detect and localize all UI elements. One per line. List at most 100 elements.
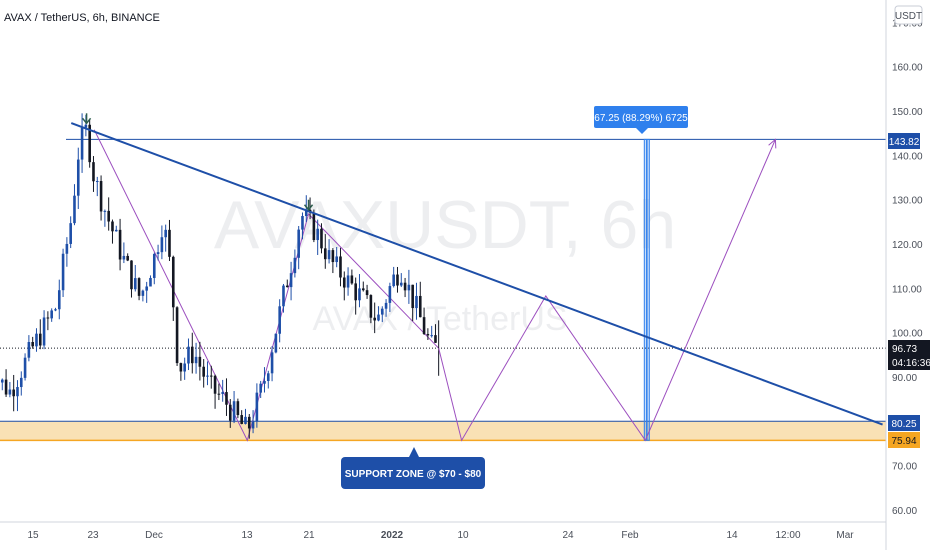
candle-body	[331, 250, 335, 263]
candle-body	[232, 401, 236, 421]
candle-body	[403, 282, 407, 291]
measure-label-text: 67.25 (88.29%) 6725	[594, 113, 688, 124]
candle-body	[61, 253, 65, 291]
price-tick-label: 120.00	[892, 240, 923, 251]
last-price-tag: 96.73 04:16:36	[888, 340, 931, 370]
candle-body	[236, 401, 240, 416]
time-tick-label: 21	[303, 530, 315, 541]
support-zone-callout[interactable]: SUPPORT ZONE @ $70 - $80	[341, 447, 485, 489]
candle-body	[240, 415, 243, 424]
candle-body	[247, 416, 251, 429]
candle-body	[285, 285, 289, 288]
time-tick-label: Mar	[836, 530, 854, 541]
time-tick-label: 15	[27, 530, 39, 541]
candle-body	[35, 333, 38, 347]
candle-body	[92, 162, 95, 182]
candle-body	[175, 307, 179, 364]
candle-body	[278, 306, 281, 334]
candle-body	[46, 317, 50, 319]
candle-body	[316, 228, 319, 241]
candle-body	[145, 286, 148, 291]
candle-body	[73, 195, 76, 224]
candle-body	[350, 275, 354, 284]
candle-body	[255, 392, 259, 422]
candle-body	[312, 212, 316, 241]
candle-body	[194, 356, 198, 364]
price-tick-label: 140.00	[892, 151, 923, 162]
target-price-tag: 143.82	[888, 133, 920, 149]
candle-body	[27, 342, 31, 358]
zone-bottom-price-tag: 75.94	[888, 432, 920, 448]
candles	[0, 113, 440, 439]
watermark-name: AVAX / TetherUS	[312, 300, 567, 338]
support-zone-band[interactable]	[0, 421, 886, 441]
candle-body	[118, 229, 122, 260]
projection-path[interactable]	[438, 139, 776, 442]
candle-body	[407, 284, 411, 291]
candle-body	[411, 284, 414, 309]
candle-body	[259, 383, 262, 393]
currency-button[interactable]: USDT	[894, 5, 923, 25]
time-tick-label: 24	[562, 530, 574, 541]
candle-body	[111, 221, 114, 232]
candle-body	[361, 288, 365, 291]
candle-body	[213, 375, 217, 394]
candle-body	[270, 352, 274, 374]
candle-body	[42, 317, 46, 346]
candle-body	[415, 295, 418, 309]
candle-body	[149, 277, 152, 287]
candle-body	[84, 124, 88, 128]
candle-body	[251, 421, 255, 429]
descending-trendline[interactable]	[70, 122, 883, 426]
candle-body	[384, 302, 388, 309]
candle-body	[141, 290, 145, 296]
earlier-swing-lines[interactable]	[93, 129, 440, 442]
candle-body	[4, 379, 8, 395]
time-tick-label: 2022	[381, 530, 404, 541]
chart-title: AVAX / TetherUS, 6h, BINANCE	[4, 12, 160, 24]
candle-body	[76, 159, 80, 196]
candle-body	[80, 127, 84, 160]
candle-body	[365, 290, 369, 296]
candle-body	[301, 216, 304, 230]
measure-label-bg	[594, 106, 688, 128]
time-tick-label: Feb	[621, 530, 639, 541]
candle-body	[373, 317, 376, 321]
candle-body	[130, 260, 133, 290]
candle-body	[183, 363, 186, 372]
time-tick-label: 23	[87, 530, 99, 541]
candle-body	[399, 282, 403, 286]
candle-body	[377, 314, 380, 321]
time-tick-label: 12:00	[775, 530, 800, 541]
svg-text:96.73: 96.73	[892, 344, 917, 355]
candle-body	[168, 229, 171, 257]
candle-body	[107, 210, 110, 222]
candle-body	[160, 237, 164, 253]
svg-text:80.25: 80.25	[891, 419, 916, 430]
candle-body	[156, 252, 160, 254]
candle-body	[282, 285, 285, 307]
candle-body	[396, 274, 399, 286]
arrow-markers	[81, 113, 314, 211]
candle-body	[187, 346, 190, 364]
candle-body	[274, 333, 278, 353]
candle-body	[23, 357, 27, 378]
price-tick-label: 100.00	[892, 329, 923, 340]
candle-body	[369, 295, 373, 318]
candle-body	[171, 256, 175, 308]
candle-body	[426, 333, 430, 336]
time-axis[interactable]: 15 23 Dec 13 21 2022 10 24 Feb 14 12:00 Mar	[27, 530, 854, 541]
candle-body	[38, 333, 42, 346]
price-tick-label: 90.00	[892, 373, 917, 384]
callout-pointer	[408, 447, 420, 459]
candle-body	[206, 375, 209, 377]
candle-body	[422, 317, 426, 334]
price-tick-label: 130.00	[892, 196, 923, 207]
candle-body	[266, 373, 270, 381]
candle-body	[133, 278, 137, 290]
candle-body	[0, 379, 4, 383]
candle-body	[103, 210, 107, 212]
candle-body	[217, 393, 221, 395]
candle-body	[244, 416, 247, 424]
